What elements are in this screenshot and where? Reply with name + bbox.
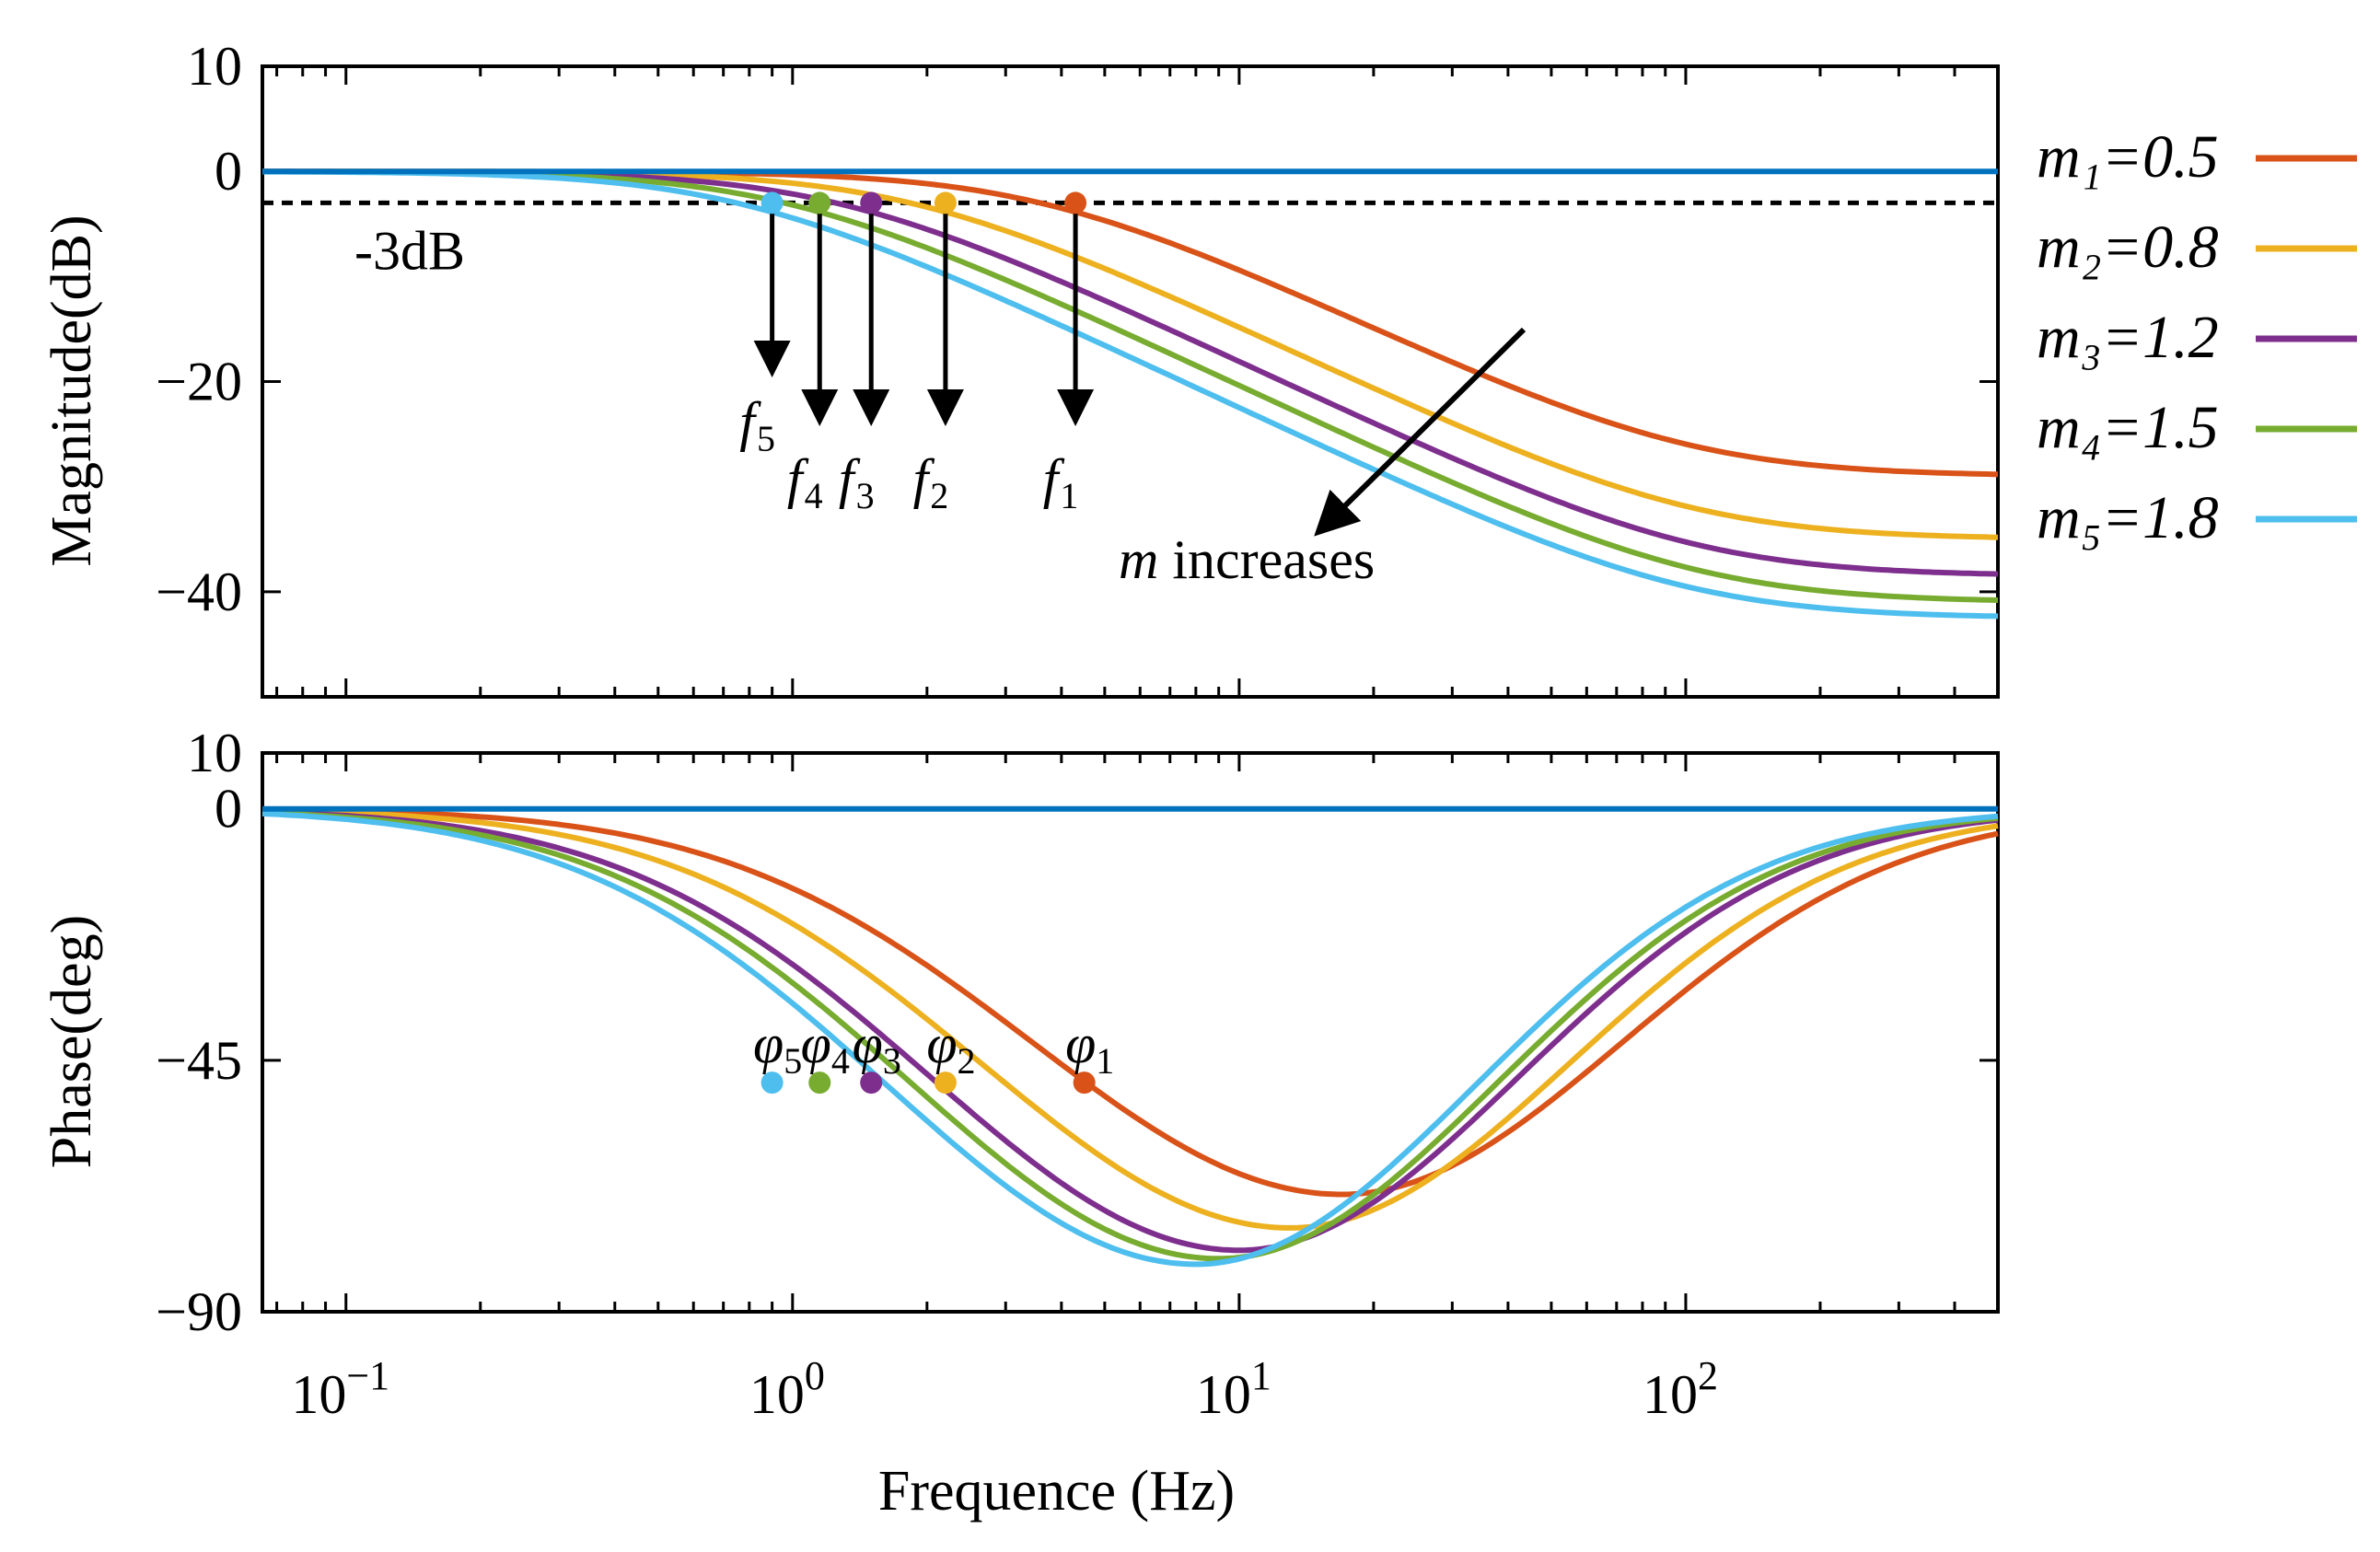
magnitude-line-m1=0.5 [262, 168, 1999, 478]
phase-y-axis-title: Phase(deg) [41, 915, 103, 1168]
corner-label-f5: f5 [739, 391, 775, 459]
phase-label-4: φ4 [801, 1013, 850, 1082]
legend-label-4: m₄=1.5 [2037, 394, 2219, 461]
corner-marker-f1 [1064, 191, 1087, 214]
x-tick-label: 102 [1643, 1353, 1718, 1425]
phase-marker-3 [860, 1071, 883, 1095]
legend-label-1: m₁=0.5 [2037, 123, 2219, 191]
magnitude-y-tick-label: −40 [156, 562, 242, 622]
corner-label-f1: f1 [1043, 448, 1079, 516]
magnitude-y-tick-label: 10 [187, 36, 242, 97]
phase-x-ticks [275, 753, 2000, 1312]
corner-marker-f4 [808, 191, 831, 214]
phase-y-tick-label: 0 [215, 779, 242, 840]
phase-y-tick-label: 10 [187, 723, 242, 783]
x-tick-label: 101 [1196, 1353, 1271, 1425]
phase-line-m3=1.2 [261, 809, 1999, 1254]
phase-line-m1=0.5 [261, 806, 1999, 1198]
x-tick-label: 100 [749, 1353, 825, 1425]
magnitude-y-tick-label: 0 [215, 141, 242, 202]
phase-line-m2=0.8 [261, 807, 1999, 1231]
phase-line-m5=1.8 [261, 810, 1999, 1268]
magnitude-x-ticks [275, 66, 2000, 697]
phase-y-tick-label: −90 [156, 1281, 242, 1342]
phase-marker-4 [808, 1071, 831, 1095]
magnitude-series [261, 168, 1999, 620]
legend-label-5: m₅=1.8 [2037, 484, 2219, 551]
magnitude-line-m5=1.8 [261, 168, 1999, 620]
x-tick-label: 10−1 [291, 1353, 389, 1425]
phase-line-m4=1.5 [261, 809, 1999, 1262]
phase-series [261, 805, 1999, 1268]
phase-axes [261, 751, 2000, 1314]
corner-label-f3: f3 [839, 448, 875, 516]
phase-marker-5 [760, 1071, 784, 1095]
corner-label-f2: f2 [913, 448, 949, 516]
magnitude-line-m3=1.2 [262, 168, 1999, 577]
corner-marker-f3 [860, 191, 883, 214]
m-increases-label: m increases [1119, 529, 1375, 590]
phase-marker-2 [934, 1071, 957, 1095]
phase-label-3: φ3 [853, 1013, 901, 1082]
corner-label-f4: f4 [787, 448, 823, 516]
phase-label-1: φ1 [1065, 1013, 1114, 1082]
corner-marker-f2 [934, 191, 957, 214]
legend-label-2: m₂=0.8 [2037, 214, 2219, 281]
phase-marker-1 [1073, 1071, 1096, 1095]
legend: m₁=0.5 m₂=0.8 m₃=1.2 m₄=1.5 m₅=1.8 [2037, 123, 2357, 551]
phase-label-2: φ2 [926, 1013, 975, 1082]
magnitude-y-tick-label: −20 [156, 352, 242, 412]
minus-3db-label: -3dB [354, 220, 465, 281]
phase-y-tick-label: −45 [156, 1030, 242, 1091]
m-increases-arrow [1314, 327, 1527, 537]
magnitude-axes [261, 64, 2000, 699]
x-axis-title: Frequence (Hz) [878, 1460, 1235, 1523]
magnitude-y-ticks: 10 0 −20 −40 [156, 36, 1998, 622]
corner-marker-f5 [760, 191, 784, 214]
legend-label-3: m₃=1.2 [2037, 304, 2219, 371]
magnitude-y-axis-title: Magnitude(dB) [41, 214, 103, 566]
phase-label-5: φ5 [753, 1013, 802, 1082]
